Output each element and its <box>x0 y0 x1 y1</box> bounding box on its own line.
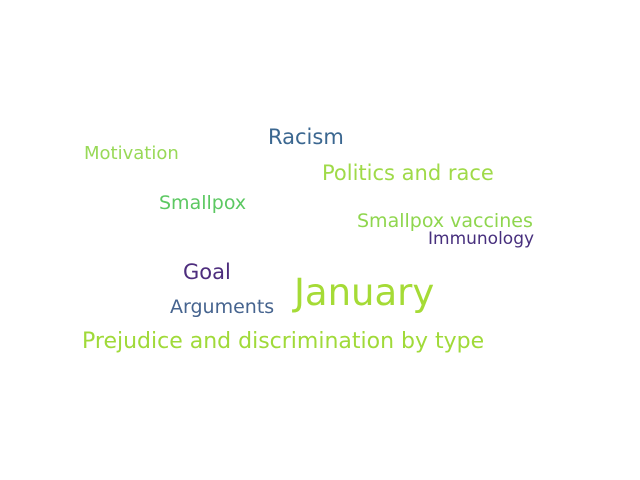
word-immunology: Immunology <box>428 229 535 249</box>
word-racism: Racism <box>268 125 344 149</box>
word-smallpox: Smallpox <box>159 192 247 214</box>
word-motivation: Motivation <box>84 143 179 164</box>
word-prejudice-and-discrimination-by-type: Prejudice and discrimination by type <box>82 329 485 354</box>
word-goal: Goal <box>183 260 231 284</box>
word-smallpox-vaccines: Smallpox vaccines <box>357 210 533 232</box>
word-arguments: Arguments <box>170 296 275 318</box>
word-january: January <box>294 271 435 314</box>
word-politics-and-race: Politics and race <box>322 161 494 185</box>
